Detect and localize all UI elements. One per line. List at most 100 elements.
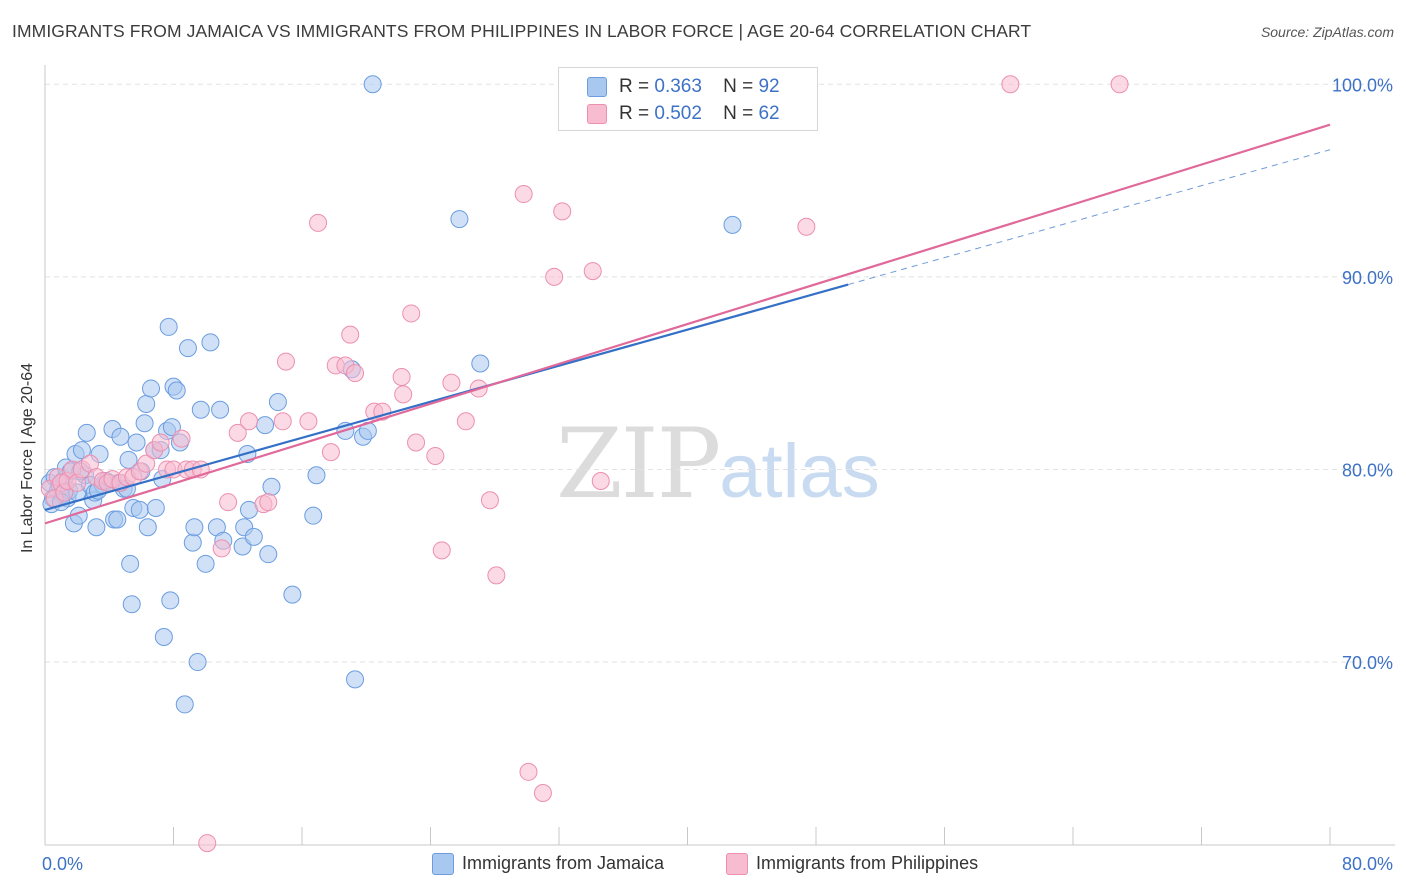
data-point-jamaica xyxy=(211,400,230,419)
data-point-jamaica xyxy=(154,628,173,646)
legend-n-label: N = xyxy=(723,103,754,124)
x-tick-label: 0.0% xyxy=(42,854,83,874)
x-tick-label: 80.0% xyxy=(1342,854,1393,874)
y-tick-label: 70.0% xyxy=(1342,653,1393,673)
legend-swatch-philippines xyxy=(587,104,607,124)
data-point-jamaica xyxy=(450,210,469,229)
data-point-jamaica xyxy=(137,394,156,413)
data-point-jamaica xyxy=(167,381,186,400)
legend-swatch-jamaica xyxy=(587,77,607,97)
data-point-philippines xyxy=(514,185,533,204)
data-point-jamaica xyxy=(175,695,194,714)
data-point-jamaica xyxy=(259,545,278,564)
data-point-jamaica xyxy=(471,354,490,373)
bottom-legend-label-philippines: Immigrants from Philippines xyxy=(756,853,979,873)
data-point-philippines xyxy=(151,433,170,452)
source-label: Source: ZipAtlas.com xyxy=(1260,24,1394,40)
data-point-jamaica xyxy=(723,215,742,234)
data-point-jamaica xyxy=(346,670,365,689)
data-point-jamaica xyxy=(307,466,326,485)
data-point-philippines xyxy=(259,493,278,512)
data-point-philippines xyxy=(432,541,451,560)
data-point-philippines xyxy=(228,423,247,442)
data-point-philippines xyxy=(533,784,552,802)
legend-r-label: R = xyxy=(619,103,650,124)
data-point-philippines xyxy=(591,472,610,490)
data-point-jamaica xyxy=(161,591,180,610)
data-point-philippines xyxy=(219,493,238,512)
data-point-jamaica xyxy=(138,518,157,537)
bottom-legend-swatch-philippines xyxy=(726,853,748,875)
data-point-jamaica xyxy=(130,500,149,519)
watermark-atlas: atlas xyxy=(719,429,880,514)
data-point-philippines xyxy=(212,539,231,558)
legend-r-label: R = xyxy=(619,76,650,97)
trend-line-jamaica xyxy=(44,283,849,511)
data-point-philippines xyxy=(442,373,461,392)
legend-text-philippines: R = 0.502 N = 62 xyxy=(619,103,780,125)
data-point-philippines xyxy=(394,385,413,404)
data-point-philippines xyxy=(1001,75,1020,94)
legend-text-jamaica: R = 0.363 N = 92 xyxy=(619,76,780,98)
data-point-philippines xyxy=(341,325,360,344)
data-point-jamaica xyxy=(162,418,181,437)
data-point-philippines xyxy=(172,429,191,448)
data-point-jamaica xyxy=(146,498,165,517)
legend-r-value-philippines: 0.502 xyxy=(654,103,702,124)
watermark: ZIPatlas xyxy=(556,408,880,520)
data-point-jamaica xyxy=(283,585,302,604)
data-point-jamaica xyxy=(304,506,323,525)
data-point-jamaica xyxy=(183,533,202,552)
data-point-philippines xyxy=(392,368,411,386)
data-point-philippines xyxy=(239,412,258,431)
data-point-jamaica xyxy=(201,333,220,352)
y-axis-label: In Labor Force | Age 20-64 xyxy=(19,362,36,554)
data-point-philippines xyxy=(407,433,426,452)
data-point-jamaica xyxy=(244,527,263,546)
data-point-philippines xyxy=(480,491,499,510)
data-point-philippines xyxy=(487,566,506,585)
data-point-jamaica xyxy=(196,554,215,573)
data-point-philippines xyxy=(309,213,328,232)
data-point-jamaica xyxy=(142,379,161,398)
data-point-jamaica xyxy=(121,554,140,573)
data-point-philippines xyxy=(426,446,445,465)
legend-box: R = 0.363 N = 92 R = 0.502 N = 62 xyxy=(558,67,818,131)
y-tick-label: 80.0% xyxy=(1342,460,1393,480)
bottom-legend-swatch-jamaica xyxy=(432,853,454,875)
legend-n-value-jamaica: 92 xyxy=(758,76,780,97)
data-point-philippines xyxy=(402,304,421,323)
data-point-jamaica xyxy=(256,416,275,435)
data-point-jamaica xyxy=(185,518,204,537)
data-point-philippines xyxy=(545,267,564,286)
y-tick-label: 100.0% xyxy=(1332,75,1393,95)
data-point-jamaica xyxy=(122,595,141,614)
trend-line-extension-jamaica xyxy=(847,149,1331,286)
data-point-jamaica xyxy=(77,423,96,442)
watermark-zip: ZIP xyxy=(556,408,721,520)
chart-title: IMMIGRANTS FROM JAMAICA VS IMMIGRANTS FR… xyxy=(12,21,1032,41)
data-point-jamaica xyxy=(135,414,154,433)
data-point-philippines xyxy=(553,202,572,221)
legend-r-value-jamaica: 0.363 xyxy=(654,76,702,97)
data-point-jamaica xyxy=(111,427,130,446)
data-point-philippines xyxy=(299,412,318,431)
data-point-jamaica xyxy=(127,433,146,452)
data-point-jamaica xyxy=(178,339,197,358)
data-point-jamaica xyxy=(188,653,207,672)
y-tick-label: 90.0% xyxy=(1342,268,1393,288)
data-point-philippines xyxy=(797,217,816,236)
legend-n-value-philippines: 62 xyxy=(758,103,780,124)
data-point-philippines xyxy=(583,262,602,281)
data-point-philippines xyxy=(276,352,295,371)
data-point-philippines xyxy=(346,364,365,383)
data-point-jamaica xyxy=(268,393,287,412)
data-point-philippines xyxy=(273,412,292,431)
data-point-philippines xyxy=(137,454,156,473)
legend-n-label: N = xyxy=(723,76,754,97)
data-point-philippines xyxy=(519,762,538,781)
data-point-jamaica xyxy=(363,75,382,94)
data-point-jamaica xyxy=(262,477,281,496)
trend-line-philippines xyxy=(44,123,1331,525)
